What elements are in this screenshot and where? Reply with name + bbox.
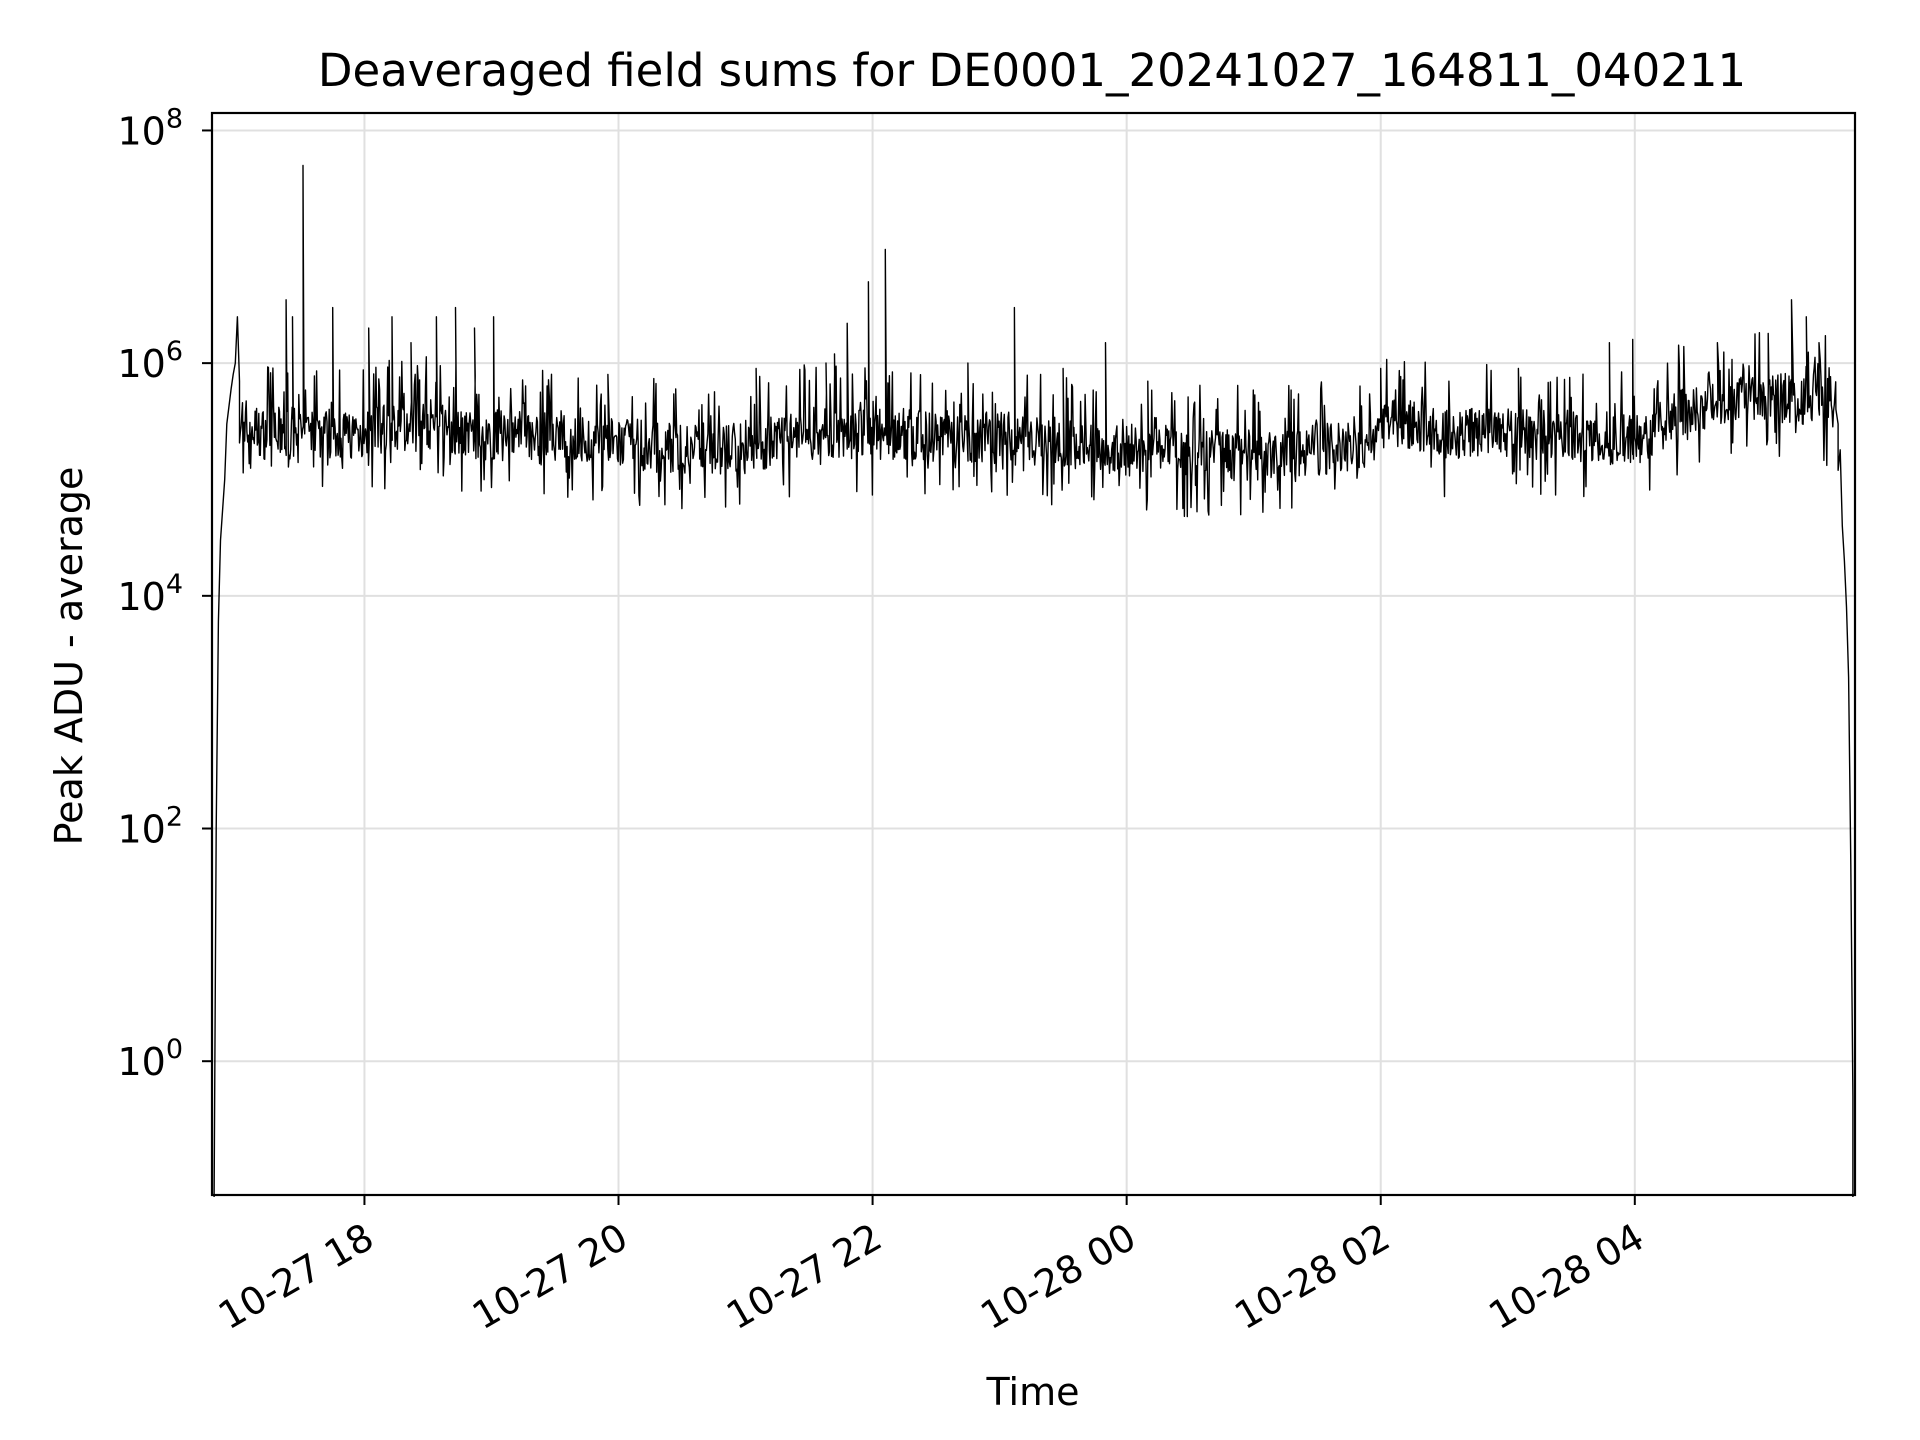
x-tick-label: 10-28 02 <box>1227 1215 1397 1339</box>
series-trace <box>213 164 1854 1198</box>
y-tick-label: 104 <box>117 569 183 619</box>
y-axis: 100 102 104 106 108 <box>117 103 212 1084</box>
x-axis: 10-27 18 10-27 20 10-27 22 10-28 00 10-28 02… <box>211 1195 1651 1338</box>
x-axis-label: Time <box>986 1370 1080 1414</box>
x-tick-label: 10-27 22 <box>719 1215 889 1339</box>
y-tick-label: 100 <box>117 1034 183 1084</box>
x-tick-label: 10-27 20 <box>465 1215 635 1339</box>
x-tick-label: 10-27 18 <box>211 1215 381 1339</box>
x-tick-label: 10-28 00 <box>973 1215 1143 1339</box>
y-tick-label: 102 <box>117 802 183 852</box>
chart-title: Deaveraged field sums for DE0001_2024102… <box>318 44 1746 97</box>
plot-frame <box>210 111 1857 1197</box>
y-tick-label: 108 <box>117 103 183 153</box>
grid <box>212 113 1855 1195</box>
x-tick-label: 10-28 04 <box>1481 1215 1651 1339</box>
y-axis-label: Peak ADU - average <box>47 467 91 846</box>
y-tick-label: 106 <box>117 336 183 386</box>
